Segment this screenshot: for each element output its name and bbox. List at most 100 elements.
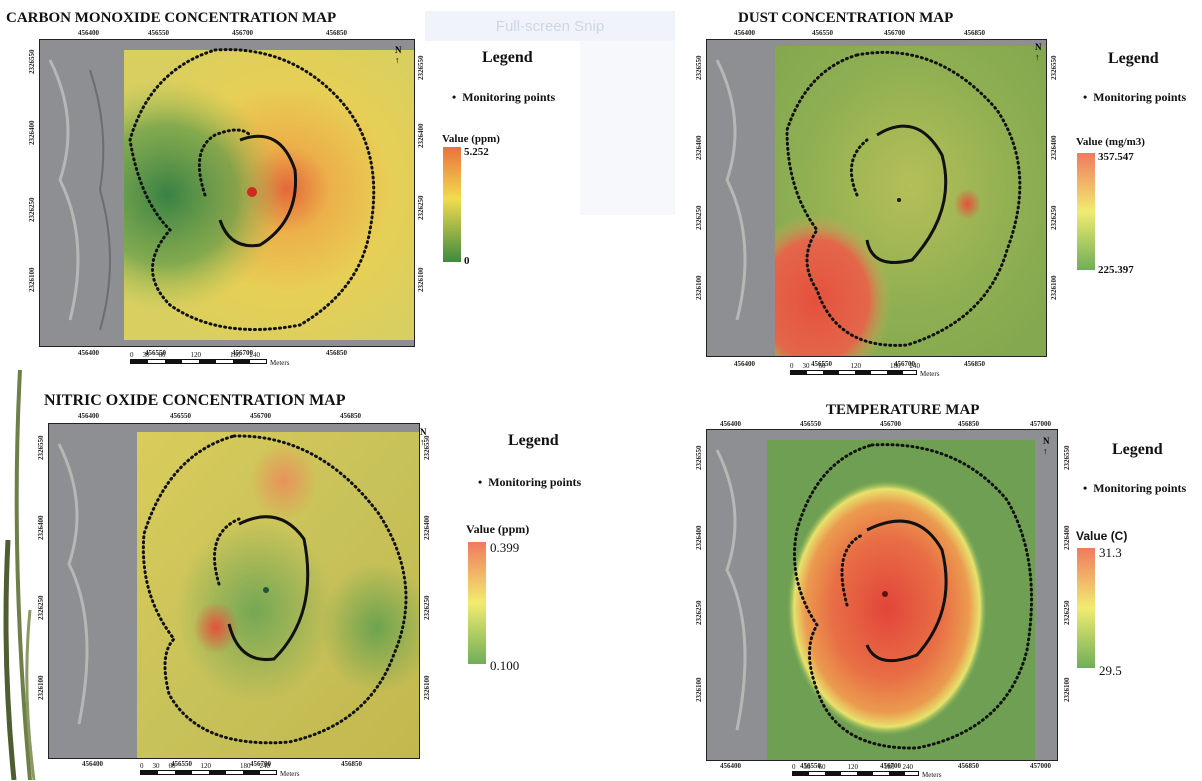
x-tick: 456550 [171, 760, 192, 768]
north-arrow-icon: N ↑ [1043, 436, 1050, 456]
y-tick: 2326250 [28, 197, 36, 223]
scale-ticks: 0 30 60 120 180 240 [130, 351, 260, 359]
legend-title: Legend [1108, 50, 1159, 67]
x-tick: 456550 [145, 349, 166, 357]
scale-unit: Meters [270, 359, 290, 367]
north-arrow-icon: N ↑ [420, 427, 427, 447]
map-image [707, 40, 1046, 356]
y-tick: 2326100 [695, 677, 703, 703]
x-tick: 456700 [894, 360, 915, 368]
ramp-min: 29.5 [1099, 663, 1122, 678]
y-tick: 2326100 [695, 275, 703, 301]
ramp-max: 0.399 [490, 540, 520, 555]
scale-unit: Meters [280, 770, 300, 778]
x-tick: 457000 [1030, 420, 1051, 428]
x-tick: 456850 [326, 29, 347, 37]
color-ramp [443, 147, 461, 262]
ramp-max: 5.252 [464, 146, 489, 158]
x-tick: 456700 [880, 420, 901, 428]
y-tick: 2326550 [1050, 55, 1058, 81]
x-tick: 456400 [720, 420, 741, 428]
scale-bar: 0 30 60 120 180 240 Meters [790, 362, 939, 378]
legend-title: Legend [482, 49, 533, 66]
y-tick: 2326400 [37, 515, 45, 541]
x-tick: 456700 [880, 762, 901, 770]
y-tick: 2326550 [37, 435, 45, 461]
y-tick: 2326250 [1050, 205, 1058, 231]
legend-item-monitoring-points: • Monitoring points [1083, 481, 1187, 495]
map-frame [706, 39, 1047, 357]
map-title: NITRIC OXIDE CONCENTRATION MAP [44, 392, 346, 409]
co-map-svg [40, 40, 414, 346]
y-tick: 2326100 [1063, 677, 1071, 703]
x-tick: 456850 [341, 760, 362, 768]
legend-title: Legend [508, 432, 559, 449]
dust-map-svg [707, 40, 1046, 356]
x-tick: 456850 [964, 29, 985, 37]
y-tick: 2326550 [417, 55, 425, 81]
x-tick: 456850 [326, 349, 347, 357]
y-tick: 2326400 [1063, 525, 1071, 551]
map-title: DUST CONCENTRATION MAP [738, 10, 954, 26]
x-tick: 456400 [734, 360, 755, 368]
map-title: TEMPERATURE MAP [826, 402, 980, 418]
y-tick: 2326250 [37, 595, 45, 621]
y-tick: 2326100 [1050, 275, 1058, 301]
x-tick: 456850 [958, 762, 979, 770]
x-tick: 456700 [232, 349, 253, 357]
y-tick: 2326250 [695, 600, 703, 626]
x-tick: 456850 [340, 412, 361, 420]
y-tick: 2326100 [37, 675, 45, 701]
full-screen-snip-watermark: Full-screen Snip [425, 11, 675, 41]
ramp-max: 357.547 [1098, 151, 1134, 163]
map-title: CARBON MONOXIDE CONCENTRATION MAP [6, 10, 337, 26]
map-frame [48, 423, 420, 759]
temperature-map-svg [707, 430, 1057, 760]
x-tick: 456700 [232, 29, 253, 37]
value-title: Value (mg/m3) [1076, 136, 1145, 148]
legend-title: Legend [1112, 441, 1163, 458]
scale-ticks: 0 30 60 120 180 240 [792, 763, 913, 771]
x-tick: 456850 [958, 420, 979, 428]
y-tick: 2326550 [695, 445, 703, 471]
x-tick: 456400 [78, 29, 99, 37]
y-tick: 2326550 [28, 49, 36, 75]
scale-bar-graphic [140, 770, 277, 775]
ramp-max: 31.3 [1099, 545, 1122, 560]
y-tick: 2326250 [1063, 600, 1071, 626]
x-tick: 456550 [812, 29, 833, 37]
y-tick: 2326400 [695, 525, 703, 551]
y-tick: 2326400 [28, 120, 36, 146]
ramp-min: 0.100 [490, 658, 520, 673]
scale-ticks: 0 30 60 120 180 240 [790, 362, 920, 370]
scale-bar-graphic [792, 771, 919, 776]
scale-ticks: 0 30 60 120 180 240 [140, 762, 270, 770]
y-tick: 2326250 [695, 205, 703, 231]
x-tick: 456700 [250, 412, 271, 420]
x-tick: 456550 [800, 762, 821, 770]
x-tick: 456400 [734, 29, 755, 37]
x-tick: 456700 [884, 29, 905, 37]
scale-bar-graphic [790, 370, 917, 375]
map-frame [706, 429, 1058, 761]
no-map-svg [49, 424, 419, 758]
north-arrow-icon: N ↑ [1035, 42, 1042, 62]
legend-item-monitoring-points: • Monitoring points [452, 90, 556, 104]
value-title: Value (C) [1076, 529, 1128, 543]
scale-bar: 0 30 60 120 180 240 Meters [130, 351, 289, 367]
y-tick: 2326550 [695, 55, 703, 81]
y-tick: 2326400 [417, 123, 425, 149]
ramp-min: 0 [464, 255, 470, 267]
scale-unit: Meters [922, 771, 942, 779]
color-ramp [468, 542, 486, 664]
x-tick: 456400 [720, 762, 741, 770]
north-arrow-icon: N ↑ [395, 45, 402, 65]
x-tick: 456700 [250, 760, 271, 768]
x-tick: 456550 [811, 360, 832, 368]
map-image [707, 430, 1057, 760]
y-tick: 2326550 [1063, 445, 1071, 471]
color-ramp [1077, 548, 1095, 668]
y-tick: 2326100 [417, 267, 425, 293]
x-tick: 457000 [1030, 762, 1051, 770]
x-tick: 456550 [148, 29, 169, 37]
